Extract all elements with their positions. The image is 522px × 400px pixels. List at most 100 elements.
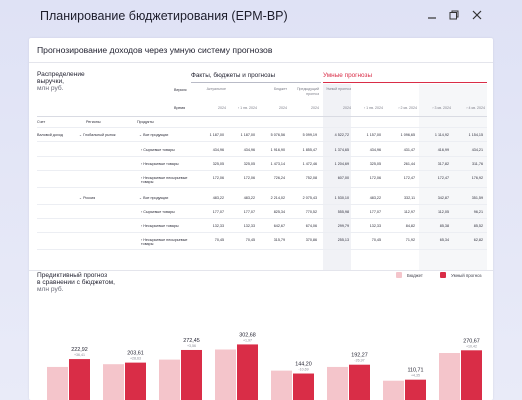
- table-cell: 1 916,90: [270, 148, 285, 152]
- table-cell: 85,38: [439, 224, 449, 228]
- table-cell: 434,21: [471, 148, 483, 152]
- bar-delta-label: +10,42: [466, 344, 477, 348]
- legend-smart-swatch: [440, 272, 446, 278]
- bar-value-label: 272,45: [183, 338, 200, 344]
- product-row-label[interactable]: › Несырьевые несырьевые товары: [141, 176, 188, 185]
- table-cell: 1 154,15: [468, 133, 483, 137]
- table-cell: 172,06: [243, 176, 255, 180]
- window-header: Планирование бюджетирования (EPM-BP): [0, 0, 522, 34]
- bar-value-label: 302,68: [239, 332, 256, 338]
- table-cell: 1 187,00: [209, 133, 224, 137]
- time-header-5[interactable]: › 1 пв. 2024: [363, 106, 383, 110]
- maximize-icon[interactable]: [446, 7, 462, 23]
- table-cell: 177,07: [369, 210, 381, 214]
- table-cell: 1 374,65: [334, 148, 349, 152]
- bar-budget: [159, 359, 180, 400]
- minimize-icon[interactable]: [424, 7, 440, 23]
- row-divider: [37, 141, 487, 142]
- time-header-2: 2024: [279, 106, 287, 110]
- bar-smart-forecast: [69, 359, 90, 400]
- legend-smart: Умный прогноз: [440, 272, 482, 278]
- table-cell: 434,96: [243, 148, 255, 152]
- region-russia[interactable]: ⌄ Россия: [79, 196, 95, 200]
- tab-facts-underline: [191, 82, 321, 83]
- table-cell: 325,05: [369, 162, 381, 166]
- table-cell: 4 522,72: [334, 133, 349, 137]
- product-row-label[interactable]: › Сырьевые товары: [141, 210, 175, 214]
- bar-value-label: 144,20: [295, 362, 312, 368]
- product-row-label[interactable]: ⌄ Все продукции: [139, 196, 169, 200]
- close-icon[interactable]: [469, 7, 485, 23]
- table-cell: 96,21: [473, 210, 483, 214]
- product-row-label[interactable]: › Сырьевые товары: [141, 148, 175, 152]
- bar-smart-forecast: [237, 344, 258, 400]
- time-header-7[interactable]: › 3 кв. 2024: [432, 106, 451, 110]
- time-header-1[interactable]: › 1 пв. 2024: [237, 106, 257, 110]
- time-header-6[interactable]: › 2 кв. 2024: [398, 106, 417, 110]
- table-cell: 752,08: [305, 176, 317, 180]
- bar-budget: [327, 366, 348, 400]
- table-cell: 483,22: [212, 196, 224, 200]
- table-cell: 351,59: [471, 196, 483, 200]
- table-title-line2: выручки,: [37, 78, 64, 86]
- chart-title-line1: Предиктивный прогноз: [37, 272, 108, 279]
- table-cell: 172,47: [403, 176, 415, 180]
- table-cell: 325,05: [212, 162, 224, 166]
- row-divider: [37, 204, 487, 205]
- time-label: Время: [174, 106, 186, 110]
- table-cell: 1 855,47: [302, 148, 317, 152]
- time-header-8[interactable]: › 4 кв. 2024: [466, 106, 485, 110]
- region-russia-label: Россия: [83, 196, 96, 200]
- row-divider: [37, 187, 487, 188]
- table-cell: 317,82: [437, 162, 449, 166]
- table-cell: 770,52: [305, 210, 317, 214]
- bar-budget: [47, 366, 68, 400]
- bar-smart-forecast: [181, 349, 202, 400]
- table-title: Распределение выручки, млн руб.: [37, 71, 85, 93]
- header-divider: [37, 116, 487, 117]
- table-cell: 483,22: [243, 196, 255, 200]
- bar-smart-forecast: [293, 373, 314, 400]
- table-cell: 1 114,92: [434, 133, 449, 137]
- tab-facts[interactable]: Факты, бюджеты и прогнозы: [191, 72, 276, 79]
- product-row-label[interactable]: › Несырьевые товары: [141, 162, 179, 166]
- row-divider: [37, 232, 487, 233]
- table-cell: 177,07: [243, 210, 255, 214]
- table-cell: 71,92: [405, 238, 415, 242]
- version-header-4: Умный прогноз: [325, 87, 351, 91]
- row-divider: [37, 170, 487, 171]
- table-cell: 674,06: [305, 224, 317, 228]
- bar-delta-label: +36,41: [74, 353, 85, 357]
- table-cell: 172,06: [369, 176, 381, 180]
- bar-value-label: 270,67: [463, 338, 480, 344]
- table-cell: 5 099,19: [302, 133, 317, 137]
- table-cell: 172,06: [212, 176, 224, 180]
- table-cell: 70,45: [214, 238, 224, 242]
- table-cell: 607,00: [337, 176, 349, 180]
- tab-smart[interactable]: Умные прогнозы: [323, 72, 373, 79]
- time-header-0: 2024: [218, 106, 226, 110]
- col-account: Счет: [37, 120, 46, 124]
- bar-value-label: 203,61: [127, 351, 144, 357]
- table-cell: 483,22: [369, 196, 381, 200]
- table-cell: 325,05: [243, 162, 255, 166]
- table-cell: 1 157,00: [366, 133, 381, 137]
- table-cell: 132,33: [243, 224, 255, 228]
- bar-budget: [271, 370, 292, 400]
- table-cell: 555,98: [337, 210, 349, 214]
- product-row-label[interactable]: › Несырьевые товары: [141, 224, 179, 228]
- row-divider: [37, 218, 487, 219]
- bar-smart-forecast: [125, 362, 146, 400]
- bar-smart-forecast: [405, 379, 426, 400]
- content-panel: Прогнозирование доходов через умную сист…: [29, 38, 493, 400]
- bar-chart: 222,92+36,41 203,61+28,63 272,45+3,56 302,6…: [47, 332, 482, 400]
- row-divider: [37, 156, 487, 157]
- region-global[interactable]: ⌄ Глобальный рынок: [79, 133, 115, 137]
- table-cell: 370,86: [305, 238, 317, 242]
- tab-smart-underline: [323, 82, 487, 83]
- table-cell: 825,34: [273, 210, 285, 214]
- product-row-label[interactable]: ⌄ Все продукции: [139, 133, 169, 137]
- product-row-label[interactable]: › Несырьевые несырьевые товары: [141, 238, 188, 247]
- bar-value-label: 222,92: [71, 347, 88, 353]
- chevron-down-icon: ⌄: [79, 133, 84, 137]
